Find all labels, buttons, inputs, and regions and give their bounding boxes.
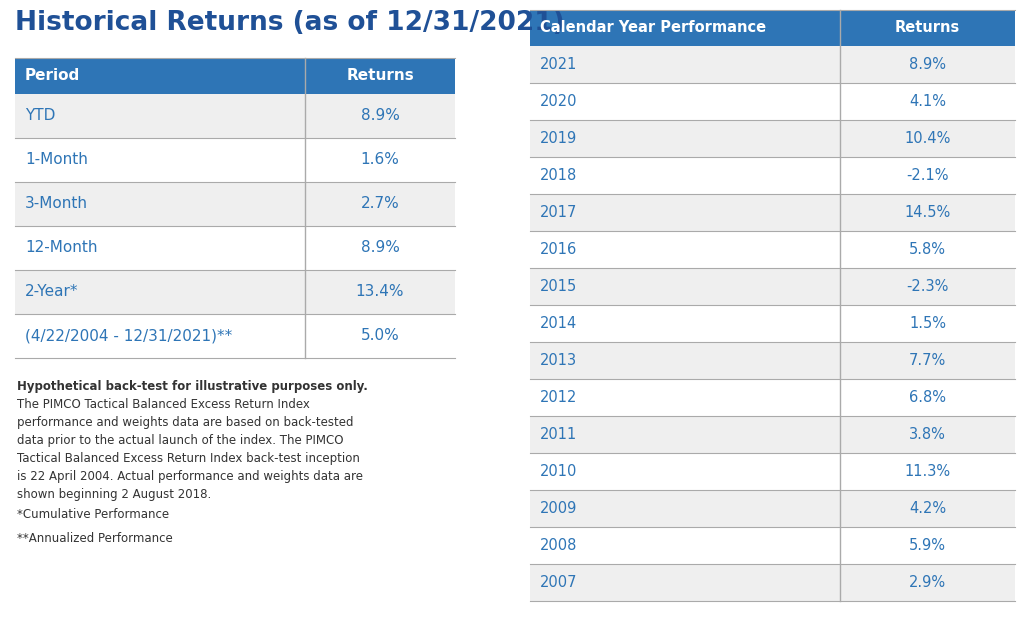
Bar [530, 305, 1015, 342]
Bar [15, 58, 455, 94]
Text: 5.9%: 5.9% [909, 538, 946, 553]
Text: 2017: 2017 [540, 205, 577, 220]
Text: 2016: 2016 [540, 242, 577, 257]
Bar [530, 120, 1015, 157]
Text: *Cumulative Performance: *Cumulative Performance [17, 508, 169, 521]
Text: 1.5%: 1.5% [909, 316, 946, 331]
Text: -2.1%: -2.1% [906, 168, 948, 183]
Bar [530, 268, 1015, 305]
Bar [15, 314, 455, 358]
Bar [15, 94, 455, 138]
Bar [530, 46, 1015, 83]
Text: Returns: Returns [895, 20, 960, 36]
Bar [530, 416, 1015, 453]
Text: 2009: 2009 [540, 501, 577, 516]
Bar [530, 342, 1015, 379]
Bar [530, 10, 1015, 46]
Text: Returns: Returns [346, 68, 414, 83]
Text: 3-Month: 3-Month [25, 196, 88, 212]
Text: 4.1%: 4.1% [909, 94, 946, 109]
Text: (4/22/2004 - 12/31/2021)**: (4/22/2004 - 12/31/2021)** [25, 328, 232, 344]
Text: Hypothetical back-test for illustrative purposes only.: Hypothetical back-test for illustrative … [17, 380, 367, 393]
Text: 2019: 2019 [540, 131, 577, 146]
Text: 2.9%: 2.9% [909, 575, 946, 590]
Text: 5.0%: 5.0% [360, 328, 399, 344]
Text: 2020: 2020 [540, 94, 578, 109]
Bar [530, 453, 1015, 490]
Bar [530, 379, 1015, 416]
Text: YTD: YTD [25, 109, 56, 123]
Text: **Annualized Performance: **Annualized Performance [17, 532, 172, 545]
Text: 2.7%: 2.7% [360, 196, 399, 212]
Text: 2007: 2007 [540, 575, 578, 590]
Bar [530, 231, 1015, 268]
Bar [15, 226, 455, 270]
Bar [15, 270, 455, 314]
Text: 7.7%: 7.7% [909, 353, 946, 368]
Text: Calendar Year Performance: Calendar Year Performance [540, 20, 766, 36]
Text: 2014: 2014 [540, 316, 577, 331]
Bar [530, 194, 1015, 231]
Bar [530, 83, 1015, 120]
Text: 13.4%: 13.4% [356, 284, 405, 299]
Text: 8.9%: 8.9% [360, 241, 399, 255]
Text: 2018: 2018 [540, 168, 577, 183]
Bar [530, 490, 1015, 527]
Text: Period: Period [25, 68, 80, 83]
Text: 2010: 2010 [540, 464, 577, 479]
Text: 6.8%: 6.8% [909, 390, 946, 405]
Text: 11.3%: 11.3% [904, 464, 950, 479]
Text: 8.9%: 8.9% [909, 57, 946, 72]
Text: 2-Year*: 2-Year* [25, 284, 78, 299]
Text: 10.4%: 10.4% [904, 131, 950, 146]
Text: -2.3%: -2.3% [906, 279, 948, 294]
Text: 1-Month: 1-Month [25, 152, 88, 167]
Text: 12-Month: 12-Month [25, 241, 97, 255]
Text: 2013: 2013 [540, 353, 577, 368]
Text: 1.6%: 1.6% [360, 152, 399, 167]
Text: Historical Returns (as of 12/31/2021): Historical Returns (as of 12/31/2021) [15, 10, 565, 36]
Text: 4.2%: 4.2% [909, 501, 946, 516]
Text: The PIMCO Tactical Balanced Excess Return Index
performance and weights data are: The PIMCO Tactical Balanced Excess Retur… [17, 398, 363, 501]
Text: 2012: 2012 [540, 390, 577, 405]
Text: 8.9%: 8.9% [360, 109, 399, 123]
Text: 2015: 2015 [540, 279, 577, 294]
Text: 2008: 2008 [540, 538, 577, 553]
Text: 2011: 2011 [540, 427, 577, 442]
Bar [530, 157, 1015, 194]
Bar [530, 564, 1015, 601]
Text: 14.5%: 14.5% [904, 205, 950, 220]
Bar [15, 138, 455, 182]
Bar [530, 527, 1015, 564]
Text: 2021: 2021 [540, 57, 577, 72]
Text: 5.8%: 5.8% [909, 242, 946, 257]
Bar [15, 182, 455, 226]
Text: 3.8%: 3.8% [909, 427, 946, 442]
